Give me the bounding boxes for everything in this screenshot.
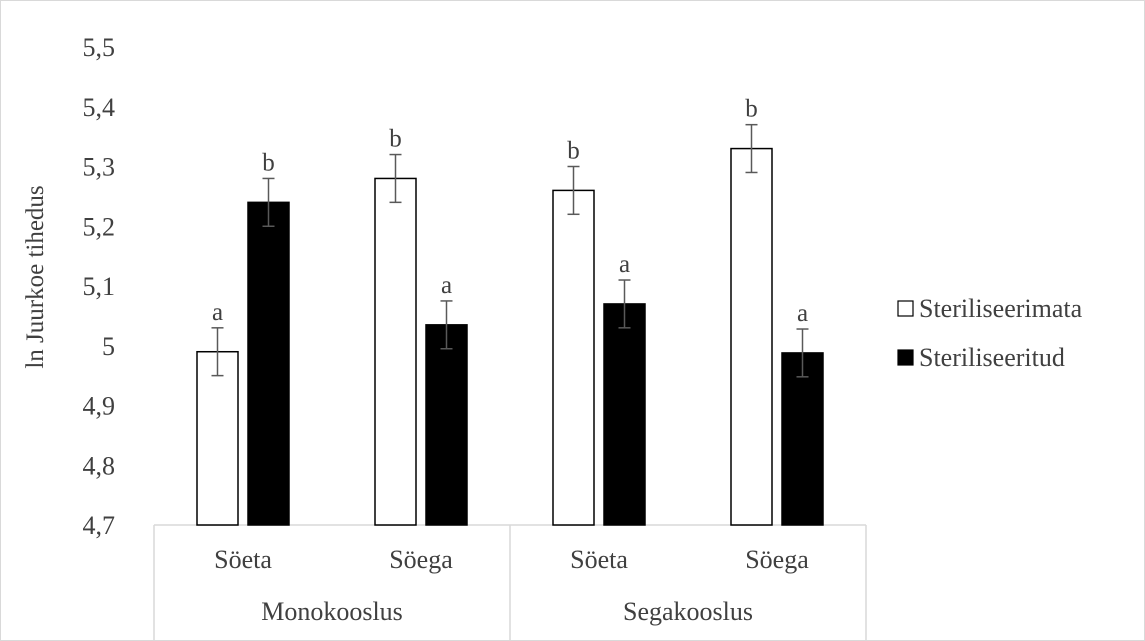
y-tick-label: 5,4: [83, 93, 116, 122]
category-label: Söeta: [570, 545, 628, 574]
bars: [196, 123, 824, 526]
bar-steriliseeritud: [247, 201, 290, 526]
y-tick-label: 5,3: [83, 153, 116, 182]
legend-label: Steriliseerimata: [919, 294, 1083, 323]
significance-letter: b: [262, 149, 275, 176]
bar-steriliseerimata: [374, 177, 417, 526]
y-tick-label: 4,9: [83, 392, 116, 421]
significance-letter: b: [567, 138, 580, 165]
significance-letter: a: [797, 300, 808, 327]
y-tick-label: 4,7: [83, 511, 116, 540]
y-tick-label: 5: [102, 332, 115, 361]
group-label: Monokooslus: [261, 597, 403, 626]
axes: 4,7 4,8 4,9 5 5,1 5,2 5,3 5,4 5,5: [83, 33, 867, 640]
legend-swatch: [897, 300, 914, 317]
category-label: Söega: [745, 545, 809, 574]
legend-label: Steriliseeritud: [919, 343, 1065, 372]
y-tick-label: 4,8: [83, 451, 116, 480]
labels: Söeta Söega Söeta Söega Monokooslus Segakoosl…: [212, 96, 809, 626]
bar-steriliseeritud: [425, 324, 468, 526]
significance-letter: b: [745, 96, 758, 123]
bar-steriliseerimata: [552, 189, 595, 526]
bar-steriliseeritud: [781, 352, 824, 526]
y-tick-label: 5,5: [83, 33, 116, 62]
y-tick-label: 5,2: [83, 212, 116, 241]
significance-letter: b: [389, 126, 402, 153]
significance-letter: a: [441, 272, 452, 299]
group-label: Segakooslus: [623, 597, 753, 626]
significance-letter: a: [619, 251, 630, 278]
y-tick-label: 5,1: [83, 272, 116, 301]
legend: Steriliseerimata Steriliseeritud: [897, 294, 1083, 372]
bar-steriliseeritud: [603, 303, 646, 526]
category-label: Söeta: [214, 545, 272, 574]
bar-steriliseerimata: [196, 350, 239, 526]
y-axis-label: ln Juurkoe tihedus: [22, 185, 49, 368]
bar-steriliseerimata: [730, 147, 773, 526]
legend-swatch: [897, 349, 914, 366]
category-label: Söega: [389, 545, 453, 574]
significance-letter: a: [212, 299, 223, 326]
